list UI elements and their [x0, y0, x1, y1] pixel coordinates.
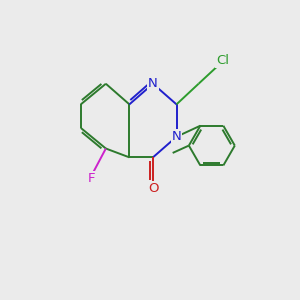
Text: F: F	[87, 172, 95, 185]
Text: O: O	[148, 182, 159, 195]
Text: Cl: Cl	[216, 54, 229, 67]
Text: N: N	[172, 130, 182, 143]
Text: N: N	[148, 77, 158, 90]
